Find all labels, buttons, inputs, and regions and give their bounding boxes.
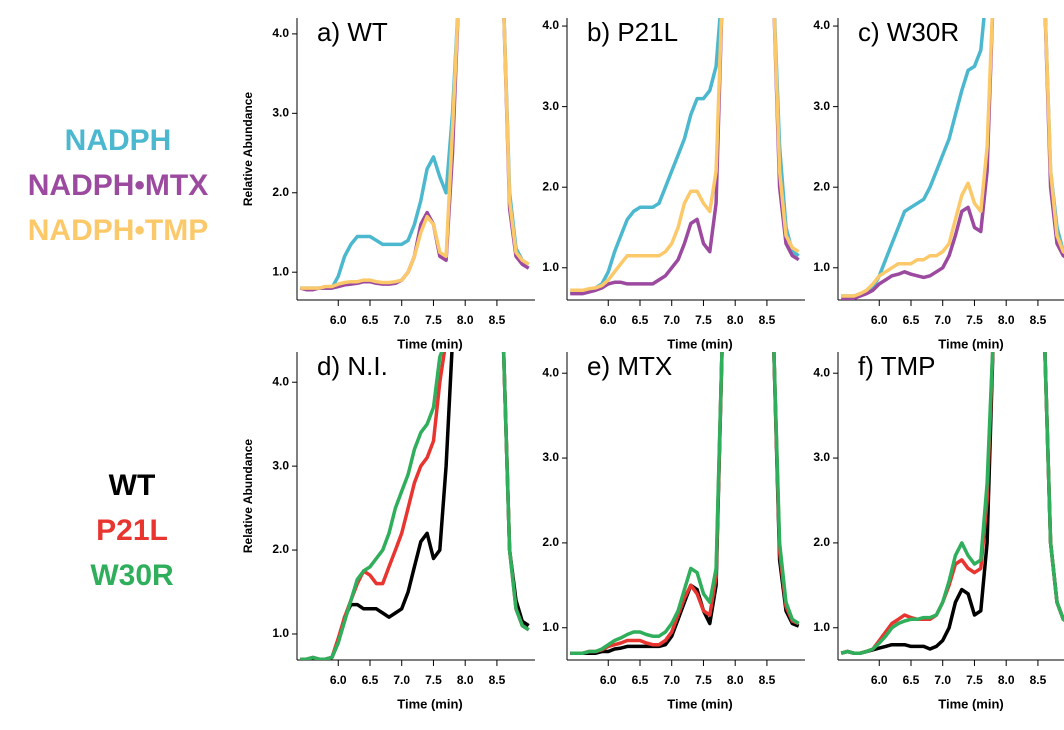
x-tick-label: 6.0 (871, 313, 888, 327)
series-line (841, 18, 1064, 298)
y-tick-label: 4.0 (272, 26, 289, 40)
x-tick-label: 7.5 (966, 673, 983, 687)
series-line (840, 352, 1064, 655)
panel-title: f) TMP (858, 351, 936, 381)
series-line (300, 18, 530, 290)
x-tick-label: 7.0 (934, 673, 951, 687)
panel-title: c) W30R (858, 17, 959, 47)
x-tick-label: 8.0 (998, 673, 1015, 687)
panel-title: b) P21L (587, 17, 678, 47)
x-tick-label: 8.0 (457, 313, 474, 327)
panel-title: e) MTX (587, 351, 672, 381)
x-tick-label: 7.5 (425, 313, 442, 327)
legend-entry: NADPH•MTX (28, 169, 209, 202)
y-tick-label: 4.0 (813, 18, 830, 32)
series-line (300, 352, 530, 660)
y-tick-label: 1.0 (813, 620, 830, 634)
y-tick-label: 3.0 (272, 458, 289, 472)
x-tick-label: 6.5 (362, 313, 379, 327)
panel-title: d) N.I. (317, 351, 388, 381)
x-tick-label: 6.0 (871, 673, 888, 687)
x-tick-label: 7.0 (663, 313, 680, 327)
y-tick-label: 1.0 (542, 620, 559, 634)
x-tick-label: 7.5 (425, 673, 442, 687)
x-axis-label: Time (min) (938, 336, 1004, 351)
y-tick-label: 1.0 (272, 264, 289, 278)
x-tick-label: 6.5 (903, 673, 920, 687)
legend-entry: NADPH (65, 124, 172, 157)
x-tick-label: 6.5 (362, 673, 379, 687)
x-tick-label: 6.5 (632, 313, 649, 327)
x-tick-label: 7.0 (934, 313, 951, 327)
series-line (570, 18, 800, 293)
y-tick-label: 4.0 (272, 374, 289, 388)
x-tick-label: 8.0 (457, 673, 474, 687)
y-tick-label: 2.0 (813, 535, 830, 549)
legend-entry: WT (109, 469, 156, 502)
y-tick-label: 3.0 (813, 99, 830, 113)
x-tick-label: 7.0 (663, 673, 680, 687)
y-tick-label: 1.0 (813, 260, 830, 274)
x-axis-label: Time (min) (938, 696, 1004, 711)
y-tick-label: 2.0 (813, 179, 830, 193)
legend-entry: P21L (96, 514, 168, 547)
y-tick-label: 3.0 (272, 105, 289, 119)
x-tick-label: 7.5 (695, 313, 712, 327)
y-tick-label: 2.0 (542, 179, 559, 193)
x-tick-label: 6.0 (330, 673, 347, 687)
x-tick-label: 6.5 (632, 673, 649, 687)
x-tick-label: 7.5 (695, 673, 712, 687)
x-axis-label: Time (min) (667, 696, 733, 711)
x-tick-label: 8.5 (489, 673, 506, 687)
x-tick-label: 6.5 (903, 313, 920, 327)
legend-entry: NADPH•TMP (28, 214, 209, 247)
y-tick-label: 3.0 (542, 99, 559, 113)
y-tick-label: 3.0 (813, 450, 830, 464)
y-tick-label: 4.0 (813, 365, 830, 379)
y-tick-label: 2.0 (272, 542, 289, 556)
y-tick-label: 4.0 (542, 365, 559, 379)
x-tick-label: 8.5 (1030, 313, 1047, 327)
series-line (300, 352, 530, 660)
y-axis-label: Relative Abundance (241, 439, 255, 554)
series-line (570, 352, 800, 655)
x-axis-label: Time (min) (667, 336, 733, 351)
x-tick-label: 7.5 (966, 313, 983, 327)
y-tick-label: 4.0 (542, 18, 559, 32)
legend-entry: W30R (90, 559, 174, 592)
y-tick-label: 2.0 (272, 185, 289, 199)
y-tick-label: 1.0 (542, 260, 559, 274)
x-tick-label: 7.0 (393, 673, 410, 687)
y-tick-label: 1.0 (272, 626, 289, 640)
x-tick-label: 8.0 (727, 313, 744, 327)
x-tick-label: 6.0 (600, 673, 617, 687)
y-tick-label: 3.0 (542, 450, 559, 464)
x-axis-label: Time (min) (397, 696, 463, 711)
x-tick-label: 8.0 (727, 673, 744, 687)
y-axis-label: Relative Abundance (241, 92, 255, 207)
y-tick-label: 2.0 (542, 535, 559, 549)
series-line (300, 352, 530, 660)
x-tick-label: 8.5 (1030, 673, 1047, 687)
x-tick-label: 7.0 (393, 313, 410, 327)
x-tick-label: 8.0 (998, 313, 1015, 327)
x-tick-label: 6.0 (330, 313, 347, 327)
x-axis-label: Time (min) (397, 336, 463, 351)
panel-title: a) WT (317, 17, 388, 47)
x-tick-label: 6.0 (600, 313, 617, 327)
x-tick-label: 8.5 (759, 313, 776, 327)
x-tick-label: 8.5 (489, 313, 506, 327)
x-tick-label: 8.5 (759, 673, 776, 687)
